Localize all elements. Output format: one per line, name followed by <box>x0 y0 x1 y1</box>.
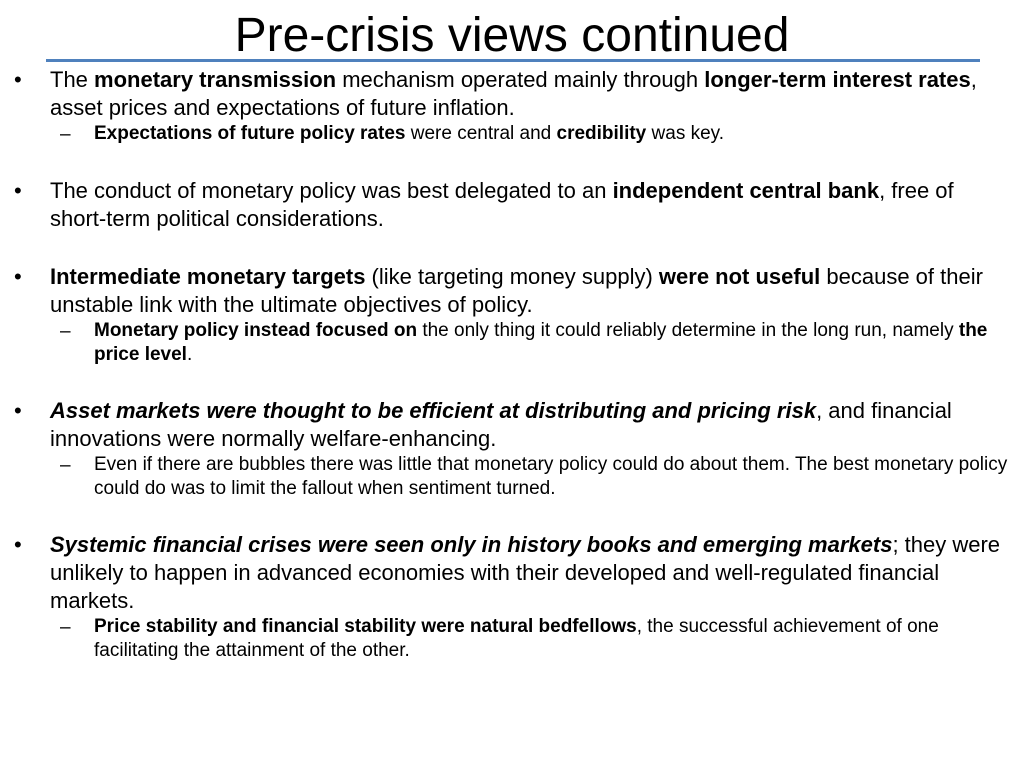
bold-run: Monetary policy instead focused on <box>94 320 418 341</box>
bullet-marker: • <box>14 178 22 203</box>
sub-item-price-level: – Monetary policy instead focused on the… <box>60 319 1014 367</box>
bullet-marker: • <box>14 264 22 289</box>
dash-marker: – <box>60 124 71 145</box>
bold-run: Intermediate monetary targets <box>50 264 366 289</box>
bullet-item-systemic-crises: • Systemic financial crises were seen on… <box>14 531 1014 615</box>
bold-run: Price stability and financial stability … <box>94 616 637 637</box>
bold-run: longer-term interest rates <box>704 67 971 92</box>
spacer <box>14 147 1014 177</box>
bullet-item-intermediate-targets: • Intermediate monetary targets (like ta… <box>14 263 1014 319</box>
bold-run: the price level <box>94 320 988 365</box>
text-run: mechanism operated mainly through <box>336 67 705 92</box>
bullet-marker: • <box>14 398 22 423</box>
text-run: The <box>50 67 95 92</box>
dash-marker: – <box>60 617 71 638</box>
dash-marker: – <box>60 321 71 342</box>
text-run: , and financial innovations were normall… <box>50 398 952 451</box>
spacer <box>14 501 1014 531</box>
text-run: , the successful achievement of one faci… <box>94 616 939 661</box>
bullet-text: Systemic financial crises were seen only… <box>50 531 1014 615</box>
sub-item-bedfellows: – Price stability and financial stabilit… <box>60 615 1014 663</box>
dash-marker: – <box>60 455 71 476</box>
text-run: The conduct of monetary policy was best … <box>50 178 613 203</box>
bold-run: were not useful <box>658 264 821 289</box>
text-run: were central and <box>405 123 557 144</box>
sub-item-text: Monetary policy instead focused on the o… <box>94 319 1014 367</box>
text-run: the only thing it could reliably determi… <box>417 320 959 341</box>
bold-run: credibility <box>556 123 647 144</box>
sub-item-text: Price stability and financial stability … <box>94 615 1014 663</box>
sub-item-text: Even if there are bubbles there was litt… <box>94 454 1008 499</box>
bullet-text: The monetary transmission mechanism oper… <box>50 66 1014 122</box>
bullet-text: Intermediate monetary targets (like targ… <box>50 263 1014 319</box>
text-run: , asset prices and expectations of futur… <box>50 67 977 120</box>
bullet-text: Asset markets were thought to be efficie… <box>50 397 1014 453</box>
text-run: was key. <box>646 123 725 144</box>
bullet-marker: • <box>14 532 22 557</box>
text-run: , free of short-term political considera… <box>50 178 954 231</box>
slide-title: Pre-crisis views continued <box>234 9 790 62</box>
bold-italic-run: Asset markets were thought to be efficie… <box>50 398 817 423</box>
bold-italic-run: Systemic financial crises were seen only… <box>50 532 893 557</box>
spacer <box>14 233 1014 263</box>
sub-item-bubbles: – Even if there are bubbles there was li… <box>60 453 1014 501</box>
bold-run: Expectations of future policy rates <box>94 123 406 144</box>
bullet-item-central-bank: • The conduct of monetary policy was bes… <box>14 177 1014 233</box>
sub-item-expectations: – Expectations of future policy rates we… <box>60 122 1014 147</box>
bullet-item-asset-markets: • Asset markets were thought to be effic… <box>14 397 1014 453</box>
bullet-marker: • <box>14 67 22 92</box>
bold-run: monetary transmission <box>94 67 337 92</box>
bullet-text: The conduct of monetary policy was best … <box>50 177 1014 233</box>
text-run: . <box>186 344 193 365</box>
text-run: ; they were unlikely to happen in advanc… <box>50 532 1001 613</box>
title-underline <box>46 59 980 62</box>
bold-run: independent central bank <box>612 178 880 203</box>
bullet-item-transmission: • The monetary transmission mechanism op… <box>14 66 1014 122</box>
bullet-list: • The monetary transmission mechanism op… <box>14 66 1014 663</box>
spacer <box>14 367 1014 397</box>
text-run: because of their unstable link with the … <box>50 264 983 317</box>
sub-item-text: Expectations of future policy rates were… <box>94 122 1014 146</box>
text-run: (like targeting money supply) <box>365 264 659 289</box>
